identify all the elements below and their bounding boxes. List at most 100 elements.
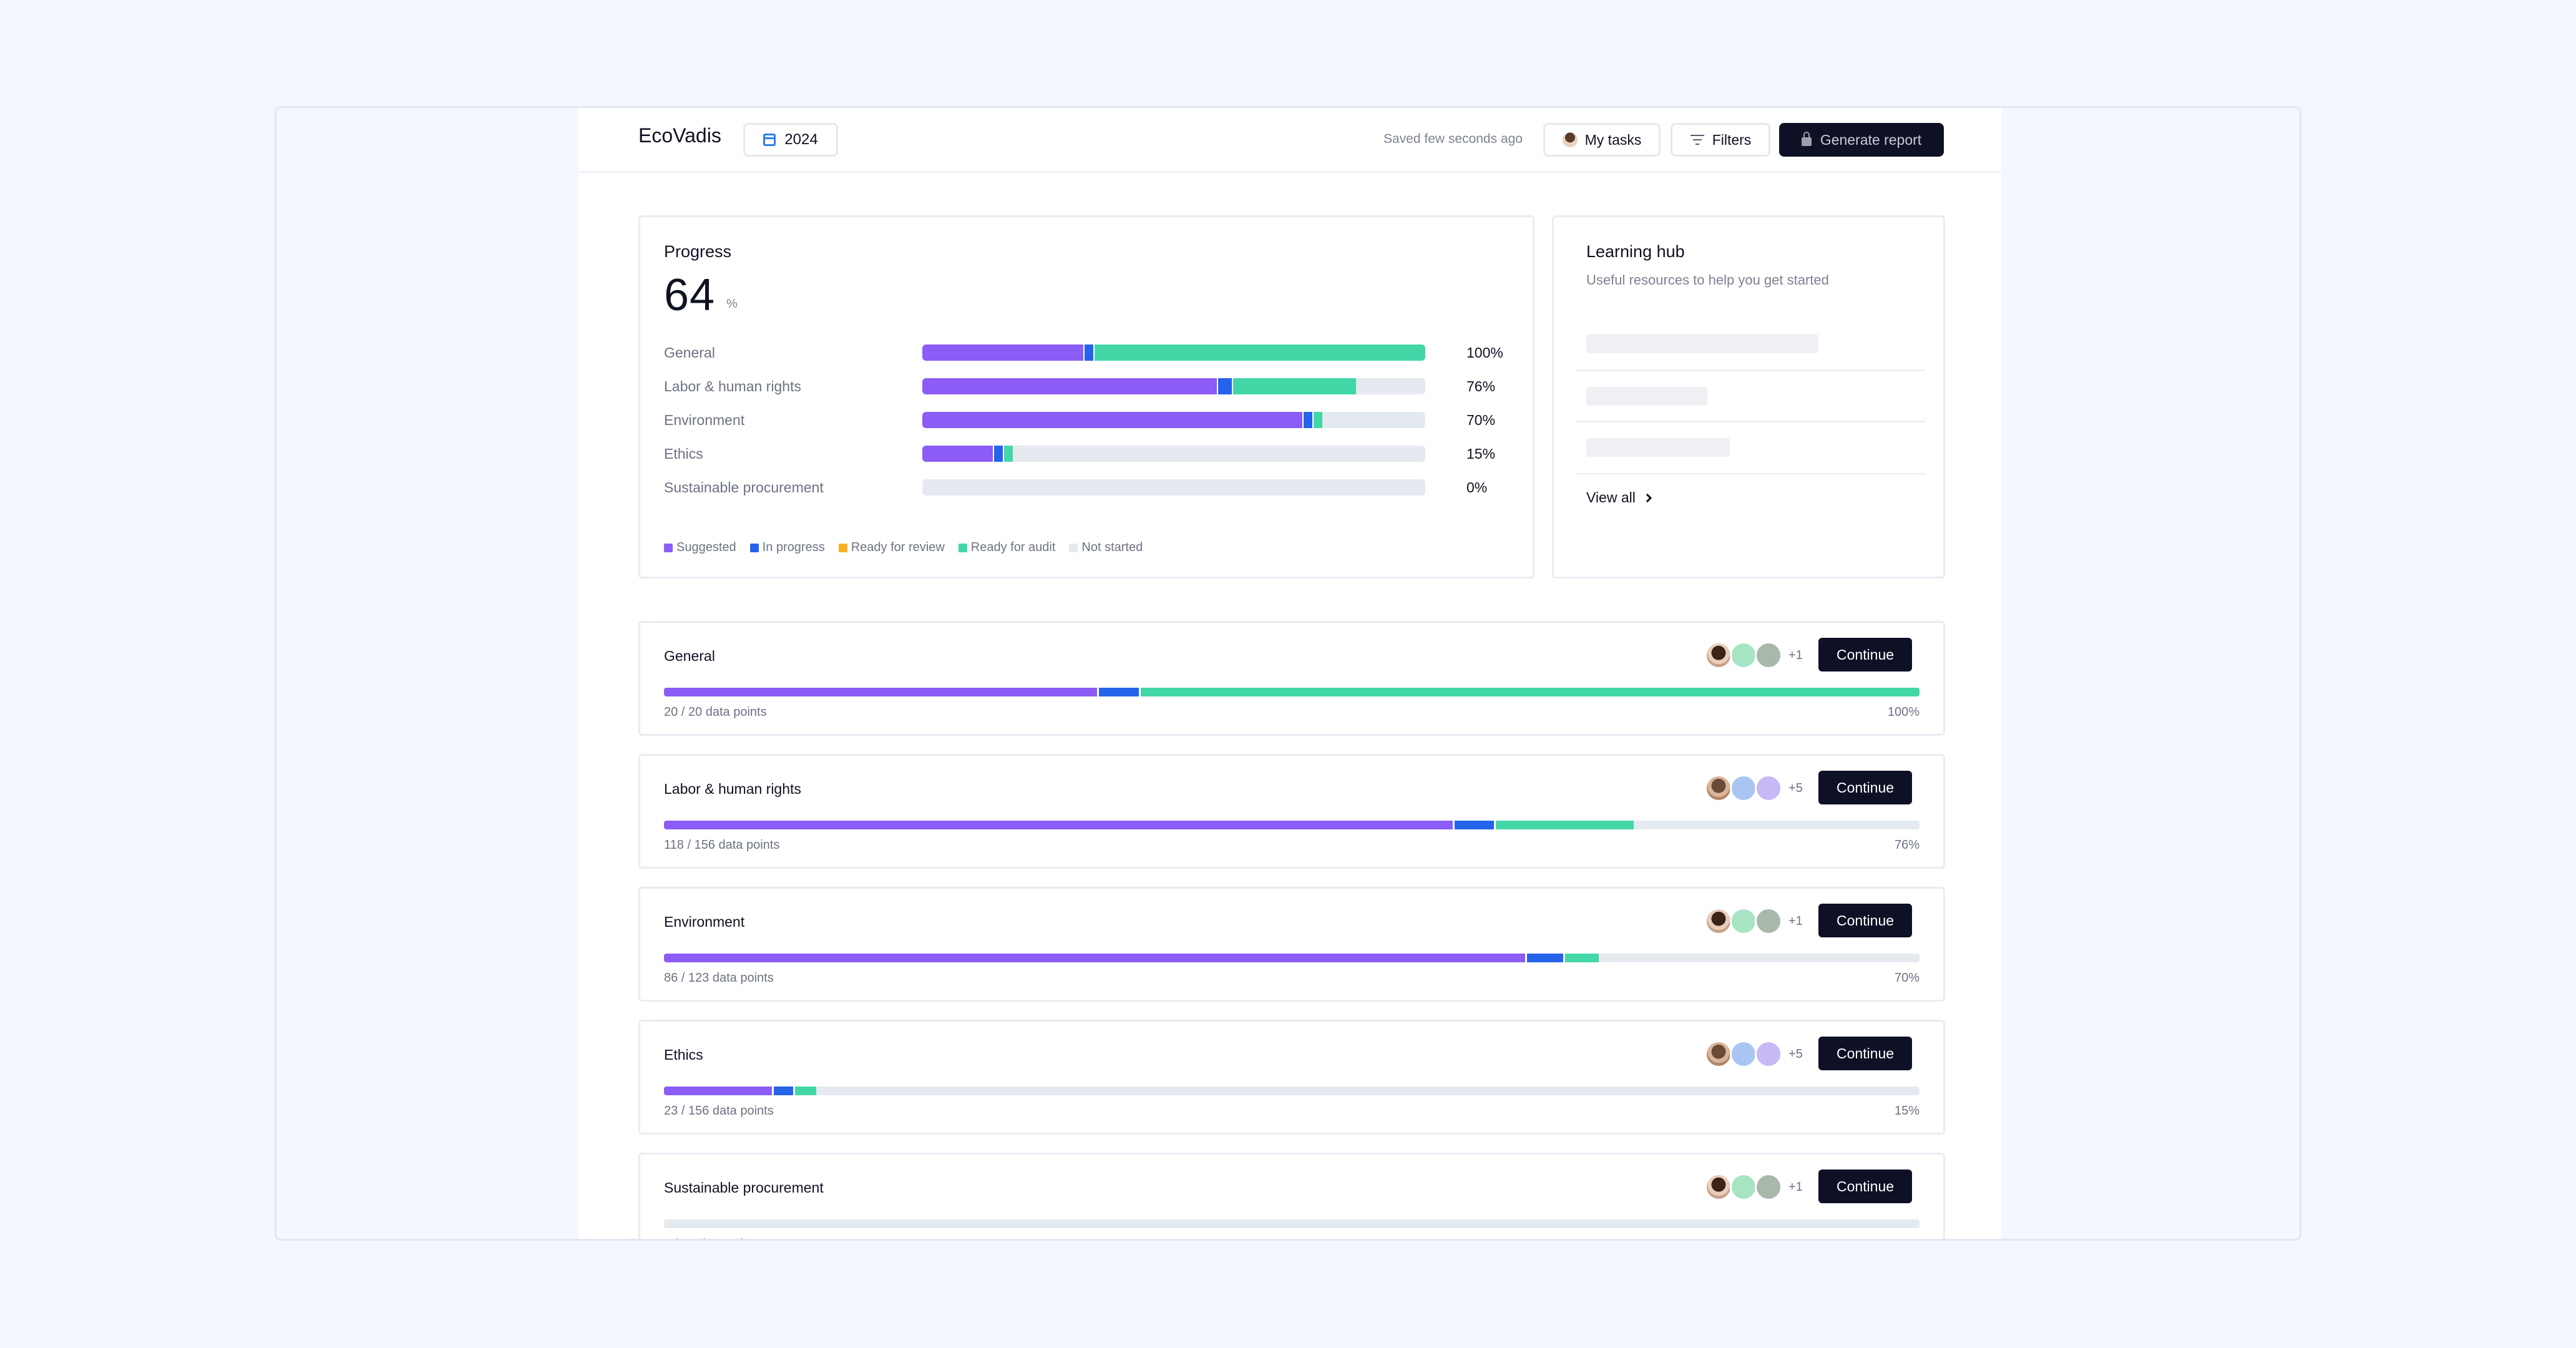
bar-segment-suggested (922, 344, 1083, 361)
my-tasks-button[interactable]: My tasks (1543, 123, 1661, 157)
legend-item-ready-for-audit: Ready for audit (958, 540, 1055, 555)
legend-item-in-progress: In progress (749, 540, 825, 555)
extra-assignees-count: +1 (1788, 914, 1803, 928)
progress-row-percent: 70% (1466, 412, 1496, 428)
learning-hub-card: Learning hub Useful resources to help yo… (1552, 215, 1945, 579)
continue-button[interactable]: Continue (1818, 771, 1912, 804)
assignee-avatars[interactable]: +5 (1705, 1039, 1803, 1069)
bar-segment-suggested (922, 378, 1217, 394)
avatar (1755, 907, 1782, 935)
avatar (1755, 642, 1782, 669)
continue-button[interactable]: Continue (1818, 638, 1912, 672)
avatar (1730, 1173, 1757, 1201)
filter-icon (1690, 135, 1705, 145)
year-selector-button[interactable]: 2024 (743, 123, 838, 157)
progress-row-label: Labor & human rights (664, 378, 801, 394)
avatar (1705, 1040, 1732, 1068)
bar-segment-in-progress (992, 446, 1004, 462)
section-progress-bar (664, 688, 1920, 696)
extra-assignees-count: +5 (1788, 1047, 1803, 1061)
extra-assignees-count: +1 (1788, 648, 1803, 662)
section-progress-bar (664, 1219, 1920, 1228)
bar-segment-suggested (664, 821, 1453, 829)
data-points-count: 86 / 123 data points (664, 971, 774, 985)
progress-row-percent: 76% (1466, 378, 1496, 394)
progress-row-bar (922, 344, 1425, 361)
progress-card: Progress 64 % General 100% Labor & human r… (638, 215, 1534, 579)
view-all-link[interactable]: View all (1586, 489, 1652, 506)
legend-item-not-started: Not started (1069, 540, 1143, 555)
section-progress-bar (664, 954, 1920, 962)
bar-segment-ready-for-audit (1231, 378, 1357, 394)
section-title: Ethics (664, 1047, 703, 1063)
bar-segment-in-progress (1302, 412, 1314, 428)
progress-row: Labor & human rights 76% (664, 377, 1513, 396)
continue-button[interactable]: Continue (1818, 1037, 1912, 1070)
bar-segment-ready-for-audit (1093, 344, 1425, 361)
progress-row-label: Environment (664, 412, 745, 428)
progress-row-percent: 100% (1466, 344, 1503, 361)
assignee-avatars[interactable]: +1 (1705, 1172, 1803, 1202)
generate-report-button[interactable]: Generate report (1779, 123, 1944, 157)
bar-segment-suggested (664, 688, 1098, 696)
section-title: General (664, 648, 715, 664)
bar-segment-in-progress (1452, 821, 1496, 829)
section-title: Environment (664, 914, 745, 930)
progress-row-bar (922, 412, 1425, 428)
bar-segment-ready-for-audit (1002, 446, 1013, 462)
avatar (1730, 1040, 1757, 1068)
bar-segment-suggested (922, 412, 1302, 428)
section-percent: 0% (1901, 1237, 1920, 1239)
year-label: 2024 (784, 131, 818, 148)
app-frame: EcoVadis 2024 Saved few seconds ago My t… (275, 106, 2301, 1241)
top-header: EcoVadis 2024 Saved few seconds ago My t… (578, 108, 2001, 173)
section-card: Sustainable procurement +1 Continue 0 / 32 … (638, 1153, 1945, 1239)
avatar (1705, 642, 1732, 669)
bar-segment-in-progress (1525, 954, 1565, 962)
avatar (1705, 774, 1732, 802)
bar-segment-in-progress (1083, 344, 1095, 361)
bar-segment-suggested (664, 954, 1526, 962)
continue-button[interactable]: Continue (1818, 904, 1912, 937)
bar-segment-suggested (664, 1087, 773, 1095)
bar-segment-ready-for-audit (1138, 688, 1920, 696)
learning-hub-subtitle: Useful resources to help you get started (1586, 272, 1829, 288)
assignee-avatars[interactable]: +5 (1705, 773, 1803, 803)
section-card: Ethics +5 Continue 23 / 156 data points 15% (638, 1020, 1945, 1135)
avatar (1755, 1173, 1782, 1201)
assignee-avatars[interactable]: +1 (1705, 906, 1803, 936)
section-progress-bar (664, 821, 1920, 829)
divider (1576, 473, 1926, 475)
bar-segment-ready-for-audit (793, 1087, 817, 1095)
bar-segment-in-progress (772, 1087, 796, 1095)
filters-button[interactable]: Filters (1671, 123, 1770, 157)
user-avatar (1562, 132, 1578, 147)
section-progress-bar (664, 1087, 1920, 1095)
progress-row-bar (922, 378, 1425, 394)
assignee-avatars[interactable]: +1 (1705, 640, 1803, 670)
section-card: Environment +1 Continue 86 / 123 data point… (638, 887, 1945, 1002)
chevron-right-icon (1642, 493, 1652, 502)
avatar (1755, 1040, 1782, 1068)
progress-row-percent: 15% (1466, 446, 1496, 462)
progress-legend: Suggested In progress Ready for review R… (664, 540, 1143, 555)
progress-value: 64 (664, 270, 716, 320)
progress-row-bar (922, 479, 1425, 496)
section-card: General +1 Continue 20 / 20 data points 100% (638, 621, 1945, 736)
bar-segment-ready-for-audit (1312, 412, 1323, 428)
progress-row-percent: 0% (1466, 479, 1488, 496)
data-points-count: 0 / 32 data points (664, 1237, 759, 1239)
continue-button[interactable]: Continue (1818, 1170, 1912, 1203)
extra-assignees-count: +5 (1788, 781, 1803, 795)
bar-segment-in-progress (1097, 688, 1141, 696)
section-percent: 100% (1887, 705, 1920, 719)
lock-icon (1801, 132, 1812, 146)
avatar (1755, 774, 1782, 802)
bar-segment-suggested (922, 446, 993, 462)
learning-hub-title: Learning hub (1586, 242, 1685, 261)
progress-unit: % (726, 297, 738, 311)
section-percent: 76% (1894, 838, 1920, 852)
calendar-icon (763, 134, 776, 146)
section-percent: 70% (1894, 971, 1920, 985)
progress-row: Environment 70% (664, 411, 1513, 429)
